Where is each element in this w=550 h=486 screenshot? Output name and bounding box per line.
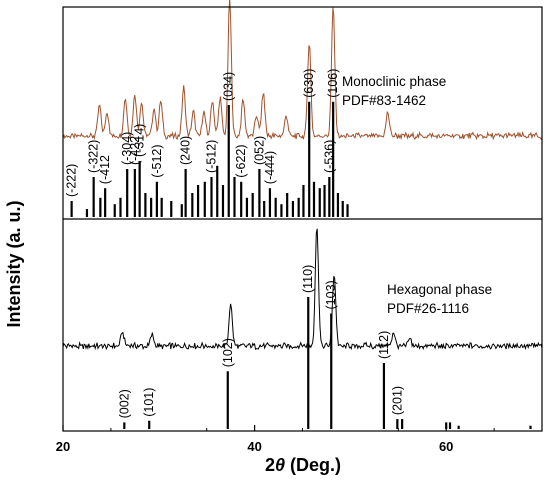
y-axis-label-group: Intensity (a. u.) <box>4 200 24 327</box>
hkl-label: (102) <box>221 338 235 367</box>
x-axis-label-prefix: 2 <box>265 455 275 475</box>
hkl-label: (-422 <box>128 136 142 165</box>
hkl-label: (002) <box>117 389 131 418</box>
hkl-label: (-412 <box>98 155 112 184</box>
annotation-hexagonal-line2: PDF#26-1116 <box>387 301 469 316</box>
x-tick-label: 40 <box>247 439 261 454</box>
hkl-label: (-444) <box>263 151 277 184</box>
hkl-label: (-622) <box>234 144 248 177</box>
hkl-label: (052) <box>252 136 266 165</box>
hkl-label: (103) <box>324 280 338 309</box>
hkl-label: (101) <box>142 388 156 417</box>
annotation-monoclinic-line1: Monoclinic phase <box>342 74 446 89</box>
hkl-label: (630) <box>302 69 316 98</box>
hkl-label: (-322) <box>87 140 101 173</box>
hkl-label: (106) <box>326 69 340 98</box>
hkl-label: (240) <box>179 136 193 165</box>
hkl-label: (-314) <box>133 124 147 157</box>
hkl-label: (034) <box>222 72 236 101</box>
x-tick-label: 20 <box>56 439 70 454</box>
panel-monoclinic: (-222)(-322)(-412(-304)(-422(-314)(-512)… <box>62 0 543 217</box>
y-axis-label: Intensity (a. u.) <box>4 200 24 327</box>
hkl-label: (-512) <box>205 140 219 173</box>
annotation-monoclinic-line2: PDF#83-1462 <box>342 93 426 108</box>
x-axis-label-suffix: (Deg.) <box>285 455 341 475</box>
hkl-label: (201) <box>390 386 404 415</box>
x-axis-label-theta: θ <box>275 455 285 475</box>
hkl-label: (112) <box>377 331 391 359</box>
hkl-label: (-304) <box>120 132 134 165</box>
hkl-label: (110) <box>301 265 315 293</box>
panel-hexagonal: (002) (101) (102) (110) (103) (112) (201) <box>62 228 543 429</box>
x-axis-label: 2θ (Deg.) <box>265 455 341 475</box>
diffraction-pattern-line <box>62 228 543 351</box>
diffraction-pattern-line <box>62 0 543 141</box>
hkl-label: (-512) <box>150 144 164 177</box>
annotation-hexagonal-line1: Hexagonal phase <box>387 282 492 297</box>
hkl-label: (-222) <box>65 164 79 197</box>
hkl-label: (-536) <box>322 140 336 173</box>
x-axis-ticks: 20 40 60 <box>56 425 495 454</box>
x-tick-label: 60 <box>439 439 453 454</box>
